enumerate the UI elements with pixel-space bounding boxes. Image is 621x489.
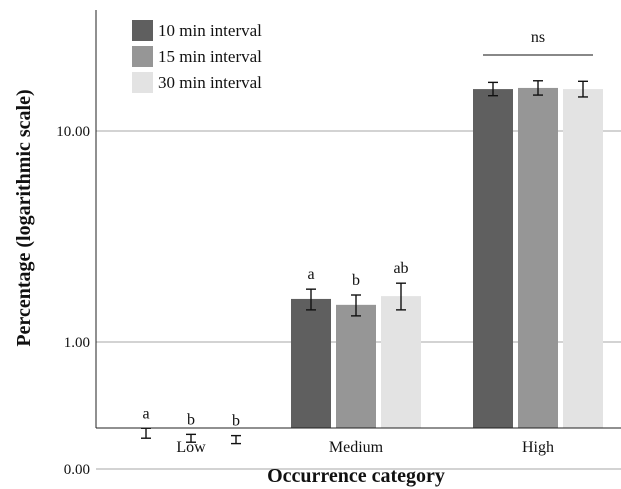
significance-letter: b — [352, 272, 360, 289]
legend: 10 min interval 15 min interval 30 min int… — [132, 20, 262, 93]
error-bars — [141, 80, 588, 445]
significance-letter: a — [307, 266, 314, 283]
bar — [381, 296, 421, 428]
y-tick-label: 0.00 — [64, 462, 90, 478]
x-tick-label: High — [522, 439, 554, 456]
x-axis-title: Occurrence category — [267, 465, 445, 487]
bar — [563, 89, 603, 429]
legend-label: 10 min interval — [158, 21, 262, 40]
significance-letter: b — [232, 413, 240, 430]
legend-label: 15 min interval — [158, 47, 262, 66]
group-note-text: ns — [531, 29, 545, 46]
legend-swatch — [132, 20, 153, 41]
bar — [336, 304, 376, 428]
significance-letter: ab — [393, 260, 408, 277]
legend-label: 30 min interval — [158, 73, 262, 92]
bar — [518, 87, 558, 428]
bar — [473, 89, 513, 429]
bars — [291, 87, 603, 429]
significance-letter: b — [187, 411, 195, 428]
legend-swatch — [132, 72, 153, 93]
legend-swatch — [132, 46, 153, 67]
significance-letter: a — [142, 405, 149, 422]
bar — [291, 298, 331, 428]
x-tick-label: Low — [176, 439, 206, 456]
axes: 0.00 1.00 10.00 Low Medium High — [56, 10, 621, 478]
x-tick-label: Medium — [329, 439, 384, 456]
y-axis-title: Percentage (logarithmic scale) — [13, 89, 35, 346]
y-tick-label: 10.00 — [56, 124, 90, 140]
y-tick-label: 1.00 — [64, 335, 90, 351]
